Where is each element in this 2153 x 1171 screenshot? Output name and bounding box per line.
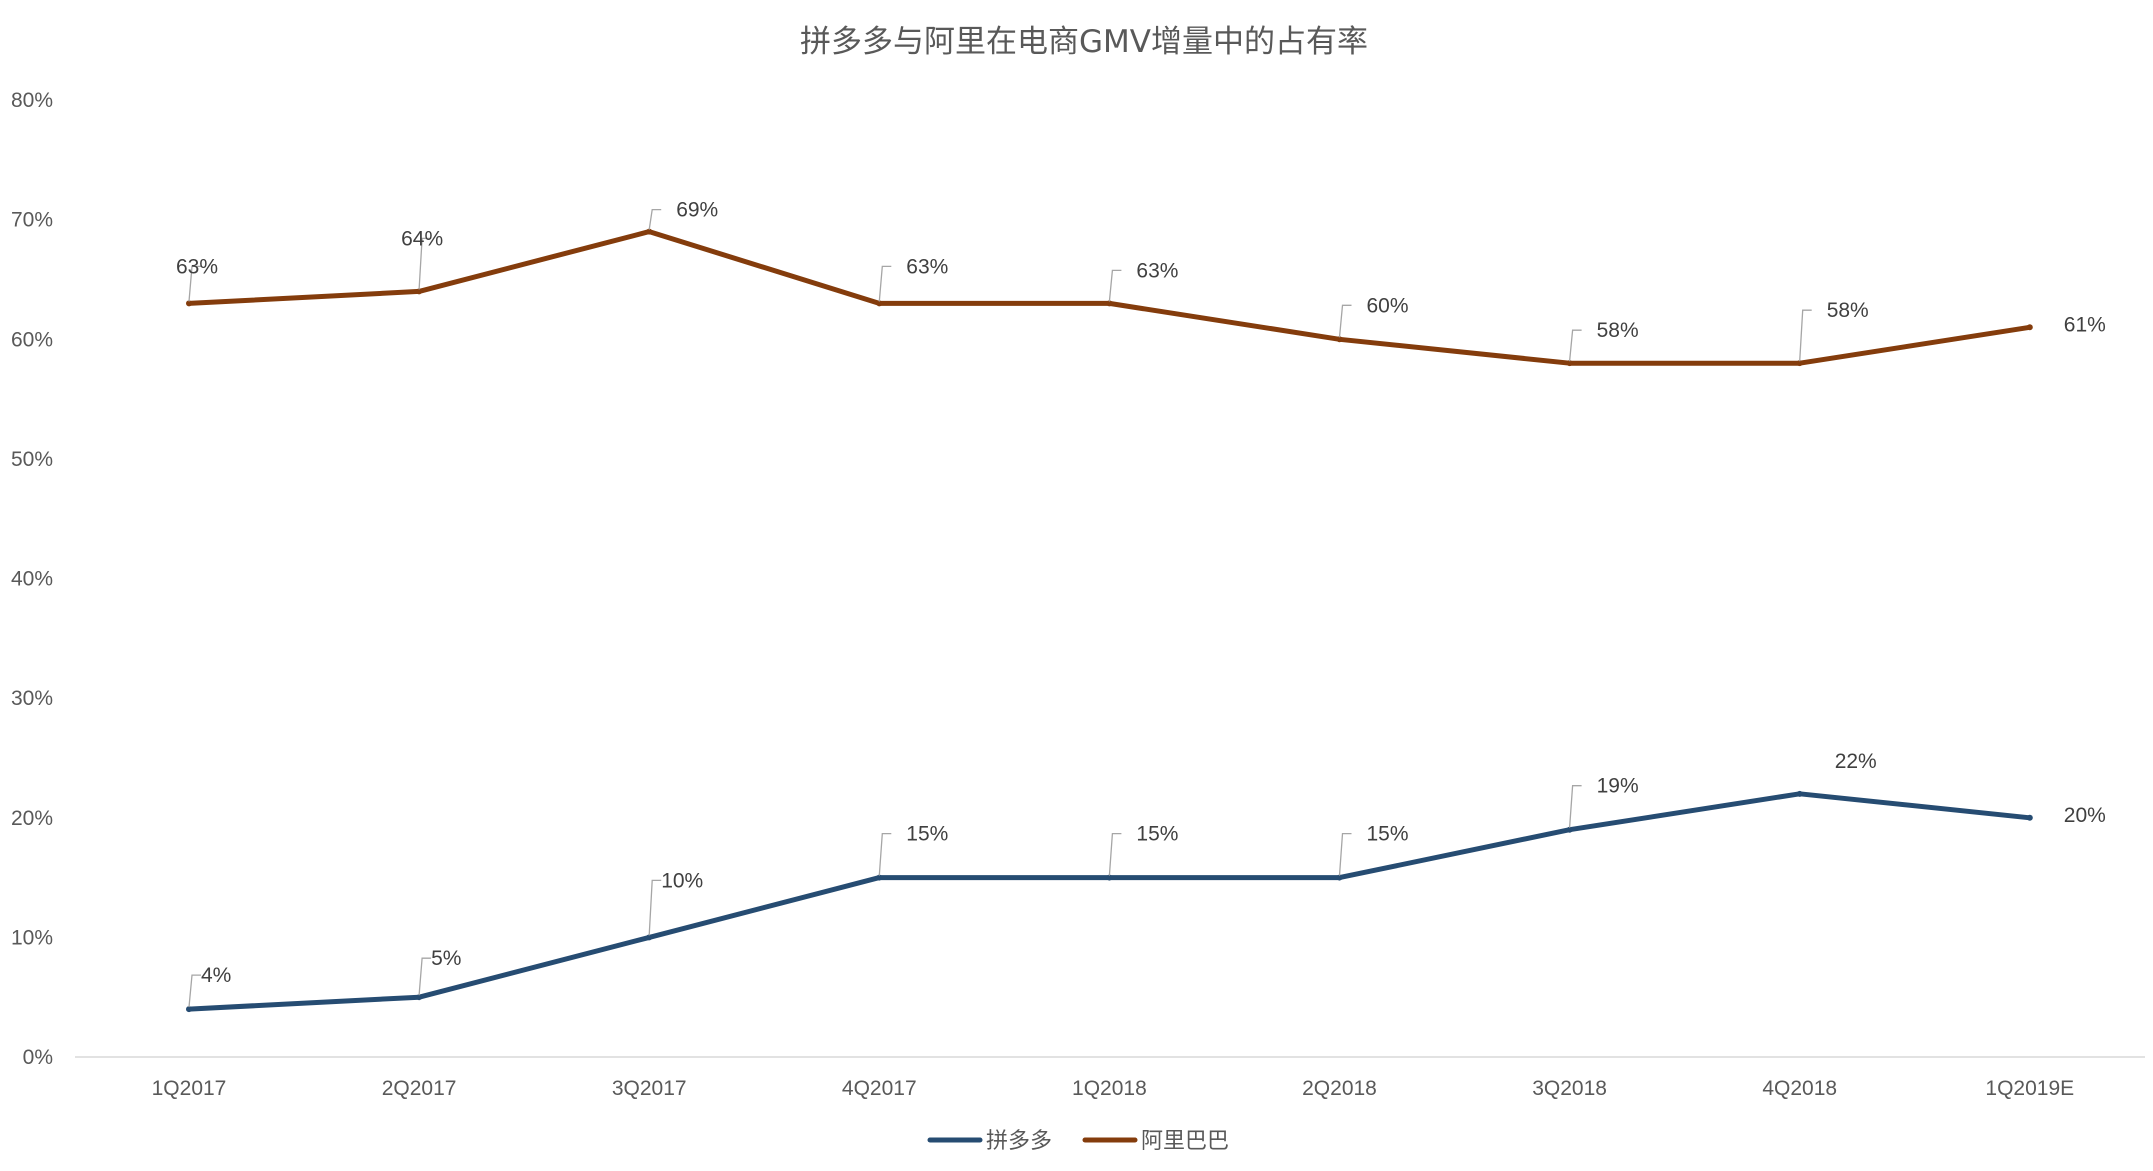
label-leader-line <box>878 265 892 302</box>
data-point <box>186 300 192 307</box>
data-point <box>1106 300 1113 307</box>
data-label: 60% <box>1367 294 1409 317</box>
label-leader-line <box>1338 304 1352 338</box>
y-axis: 0% 10% 20% 30% 40% 50% 60% 70% 80% <box>11 89 53 1069</box>
x-tick-label: 2Q2018 <box>1302 1077 1377 1100</box>
label-leader-line <box>1108 832 1122 876</box>
label-leader-line <box>418 957 432 996</box>
x-tick-label: 1Q2019E <box>1985 1077 2074 1100</box>
legend: 拼多多 阿里巴巴 <box>927 1129 1229 1154</box>
label-leader-line <box>1568 329 1582 362</box>
data-point <box>876 874 883 881</box>
label-leader-line <box>648 879 662 936</box>
label-leader-line <box>1338 832 1352 876</box>
x-axis: 1Q2017 2Q2017 3Q2017 4Q2017 1Q2018 2Q2018 3Q20… <box>75 1056 2145 1100</box>
data-point <box>416 288 423 295</box>
data-point <box>1106 874 1113 881</box>
data-point <box>2026 814 2033 821</box>
data-label: 22% <box>1835 750 1877 773</box>
y-tick-label: 70% <box>11 209 53 232</box>
data-point <box>876 300 883 307</box>
data-label: 20% <box>2064 804 2106 827</box>
data-label: 5% <box>431 947 461 970</box>
data-point <box>2026 324 2033 331</box>
data-point <box>1796 790 1803 797</box>
label-leader-line <box>188 974 201 1008</box>
label-leader-line <box>648 208 662 230</box>
series-line-0 <box>186 791 2033 1012</box>
data-point <box>1566 360 1573 367</box>
data-label: 58% <box>1597 319 1639 342</box>
y-tick-label: 50% <box>11 448 53 471</box>
data-label: 10% <box>661 869 703 892</box>
data-label: 15% <box>1367 823 1409 846</box>
y-tick-label: 80% <box>11 89 53 112</box>
data-point <box>1336 336 1343 343</box>
data-point <box>1796 360 1803 367</box>
y-tick-label: 40% <box>11 568 53 591</box>
data-label: 15% <box>906 823 948 846</box>
data-label: 58% <box>1827 299 1869 322</box>
data-label: 15% <box>1136 823 1178 846</box>
legend-label: 拼多多 <box>986 1129 1052 1154</box>
label-leader-line <box>878 832 892 876</box>
label-leader-line <box>1799 309 1812 362</box>
data-label: 19% <box>1597 775 1639 798</box>
x-tick-label: 1Q2018 <box>1072 1077 1147 1100</box>
x-tick-label: 3Q2017 <box>612 1077 687 1100</box>
data-label: 63% <box>176 255 218 278</box>
label-leader-line <box>1108 269 1122 302</box>
data-point <box>1336 874 1343 881</box>
legend-label: 阿里巴巴 <box>1141 1129 1229 1154</box>
x-tick-label: 2Q2017 <box>382 1077 457 1100</box>
chart-title: 拼多多与阿里在电商GMV增量中的占有率 <box>800 24 1368 60</box>
data-point <box>646 934 653 941</box>
data-label: 69% <box>676 199 718 222</box>
data-point <box>416 994 423 1001</box>
series-layer <box>186 228 2033 1013</box>
data-labels-layer: 4% 5% 10% 15% 15% 15% 19% 22% 20% 63% 64% 69% 63% 63%… <box>176 199 2106 1008</box>
y-tick-label: 20% <box>11 807 53 830</box>
data-point <box>646 228 653 235</box>
y-tick-label: 60% <box>11 328 53 351</box>
data-label: 63% <box>906 255 948 278</box>
label-leader-line <box>188 265 201 302</box>
y-tick-label: 0% <box>23 1046 53 1069</box>
data-point <box>1566 826 1573 833</box>
x-tick-label: 4Q2018 <box>1762 1077 1837 1100</box>
label-leader-line <box>418 237 432 290</box>
data-point <box>186 1006 192 1013</box>
data-label: 61% <box>2064 313 2106 336</box>
x-tick-label: 1Q2017 <box>152 1077 227 1100</box>
x-tick-label: 3Q2018 <box>1532 1077 1607 1100</box>
label-leader-line <box>1568 785 1582 828</box>
data-label: 64% <box>401 227 443 250</box>
x-tick-label: 4Q2017 <box>842 1077 917 1100</box>
y-tick-label: 30% <box>11 687 53 710</box>
y-tick-label: 10% <box>11 926 53 949</box>
data-label: 63% <box>1136 259 1178 282</box>
data-label: 4% <box>201 964 231 987</box>
